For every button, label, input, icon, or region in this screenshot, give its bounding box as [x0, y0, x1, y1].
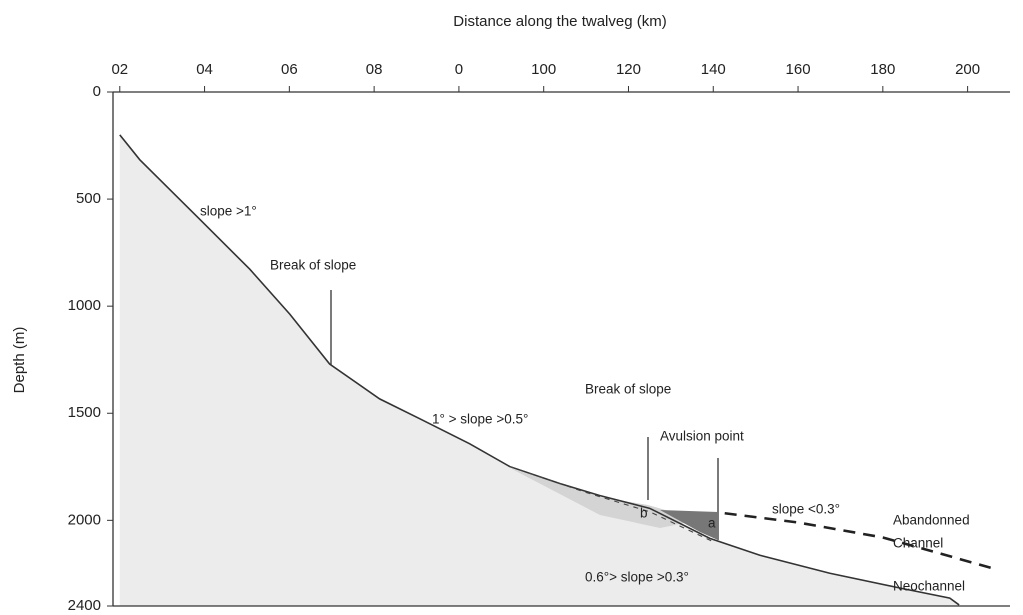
x-tick-label: 0	[455, 61, 463, 78]
annotation: Neochannel	[893, 579, 965, 594]
x-tick-label: 04	[196, 61, 213, 78]
wedge-a	[660, 510, 718, 540]
annotation: 1° > slope >0.5°	[432, 412, 528, 427]
annotation: Break of slope	[270, 258, 356, 273]
x-tick-label: 160	[786, 61, 811, 78]
y-axis-title: Depth (m)	[11, 327, 28, 394]
y-tick-label: 1500	[68, 404, 101, 421]
annotation: b	[640, 506, 648, 521]
annotation: Channel	[893, 536, 943, 551]
y-tick-label: 2000	[68, 511, 101, 528]
annotation: slope <0.3°	[772, 502, 840, 517]
x-tick-label: 100	[531, 61, 556, 78]
y-tick-label: 0	[93, 83, 101, 100]
x-axis-title: Distance along the twalveg (km)	[453, 13, 666, 30]
x-tick-label: 08	[366, 61, 383, 78]
x-tick-label: 02	[111, 61, 128, 78]
y-tick-label: 1000	[68, 297, 101, 314]
annotation: Avulsion point	[660, 429, 744, 444]
x-tick-label: 180	[870, 61, 895, 78]
x-tick-label: 140	[701, 61, 726, 78]
area-fill	[119, 134, 960, 607]
annotation: a	[708, 516, 716, 531]
y-tick-label: 2400	[68, 597, 101, 614]
x-tick-label: 06	[281, 61, 298, 78]
y-tick-label: 500	[76, 190, 101, 207]
x-tick-label: 200	[955, 61, 980, 78]
annotation: Break of slope	[585, 382, 671, 397]
annotation: Abandonned	[893, 513, 970, 528]
profile-line	[509, 466, 714, 543]
annotation: 0.6°> slope >0.3°	[585, 570, 689, 585]
x-tick-label: 120	[616, 61, 641, 78]
annotation: slope >1°	[200, 204, 257, 219]
